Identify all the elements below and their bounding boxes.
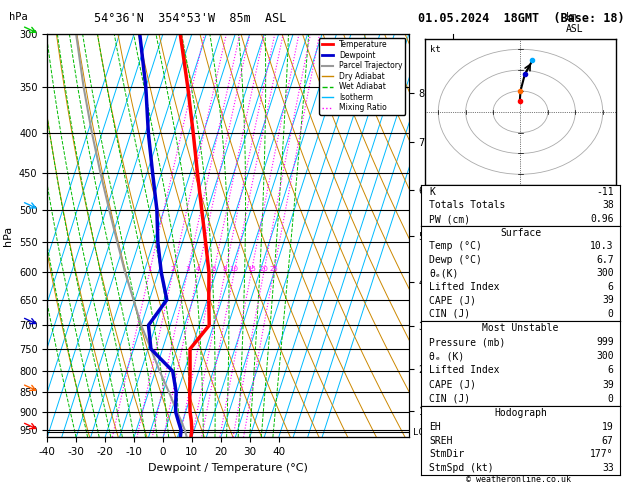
Text: 19: 19: [602, 422, 614, 432]
Text: -11: -11: [596, 187, 614, 196]
Text: StmSpd (kt): StmSpd (kt): [430, 463, 494, 473]
Text: Dewp (°C): Dewp (°C): [430, 255, 482, 265]
Y-axis label: Mixing Ratio (g/kg): Mixing Ratio (g/kg): [459, 190, 469, 282]
Text: Lifted Index: Lifted Index: [430, 365, 500, 375]
Text: 01.05.2024  18GMT  (Base: 18): 01.05.2024 18GMT (Base: 18): [418, 12, 625, 25]
Text: EH: EH: [430, 422, 441, 432]
Text: 33: 33: [602, 463, 614, 473]
Text: 39: 39: [602, 295, 614, 306]
Text: θₑ (K): θₑ (K): [430, 351, 465, 361]
Text: hPa: hPa: [9, 12, 28, 22]
Text: 10.3: 10.3: [590, 241, 614, 251]
Text: Most Unstable: Most Unstable: [482, 323, 559, 333]
Text: 38: 38: [602, 200, 614, 210]
Text: 39: 39: [602, 380, 614, 390]
Text: CIN (J): CIN (J): [430, 309, 470, 319]
Text: 177°: 177°: [590, 450, 614, 459]
Text: Hodograph: Hodograph: [494, 408, 547, 418]
Text: 0: 0: [608, 394, 614, 404]
Text: SREH: SREH: [430, 435, 453, 446]
Text: © weatheronline.co.uk: © weatheronline.co.uk: [467, 474, 571, 484]
Text: 6: 6: [608, 365, 614, 375]
Text: 6: 6: [608, 282, 614, 292]
Text: 6.7: 6.7: [596, 255, 614, 265]
Text: Surface: Surface: [500, 228, 541, 238]
Y-axis label: km
ASL: km ASL: [441, 236, 459, 257]
Text: 0: 0: [608, 309, 614, 319]
Text: 0.96: 0.96: [590, 214, 614, 224]
Text: Temp (°C): Temp (°C): [430, 241, 482, 251]
Text: Totals Totals: Totals Totals: [430, 200, 506, 210]
Text: StmDir: StmDir: [430, 450, 465, 459]
Text: 300: 300: [596, 268, 614, 278]
Text: 8: 8: [223, 266, 227, 272]
Text: km
ASL: km ASL: [566, 12, 584, 34]
Text: 15: 15: [247, 266, 256, 272]
Text: 6: 6: [211, 266, 216, 272]
Text: kt: kt: [430, 45, 441, 54]
Text: 4: 4: [196, 266, 200, 272]
X-axis label: Dewpoint / Temperature (°C): Dewpoint / Temperature (°C): [148, 463, 308, 473]
Text: 1: 1: [147, 266, 152, 272]
Legend: Temperature, Dewpoint, Parcel Trajectory, Dry Adiabat, Wet Adiabat, Isotherm, Mi: Temperature, Dewpoint, Parcel Trajectory…: [320, 38, 405, 115]
Text: 25: 25: [269, 266, 278, 272]
Text: CAPE (J): CAPE (J): [430, 295, 476, 306]
Text: 999: 999: [596, 337, 614, 347]
Text: 54°36'N  354°53'W  85m  ASL: 54°36'N 354°53'W 85m ASL: [94, 12, 287, 25]
Text: θₑ(K): θₑ(K): [430, 268, 459, 278]
Text: 3: 3: [185, 266, 190, 272]
Text: Pressure (mb): Pressure (mb): [430, 337, 506, 347]
Text: K: K: [430, 187, 435, 196]
Text: LCL: LCL: [413, 428, 429, 436]
Text: CAPE (J): CAPE (J): [430, 380, 476, 390]
Text: Lifted Index: Lifted Index: [430, 282, 500, 292]
Text: PW (cm): PW (cm): [430, 214, 470, 224]
Text: CIN (J): CIN (J): [430, 394, 470, 404]
Text: 2: 2: [170, 266, 175, 272]
Text: 300: 300: [596, 351, 614, 361]
Y-axis label: hPa: hPa: [3, 226, 13, 246]
Text: 67: 67: [602, 435, 614, 446]
Text: 10: 10: [230, 266, 239, 272]
Text: 20: 20: [259, 266, 268, 272]
